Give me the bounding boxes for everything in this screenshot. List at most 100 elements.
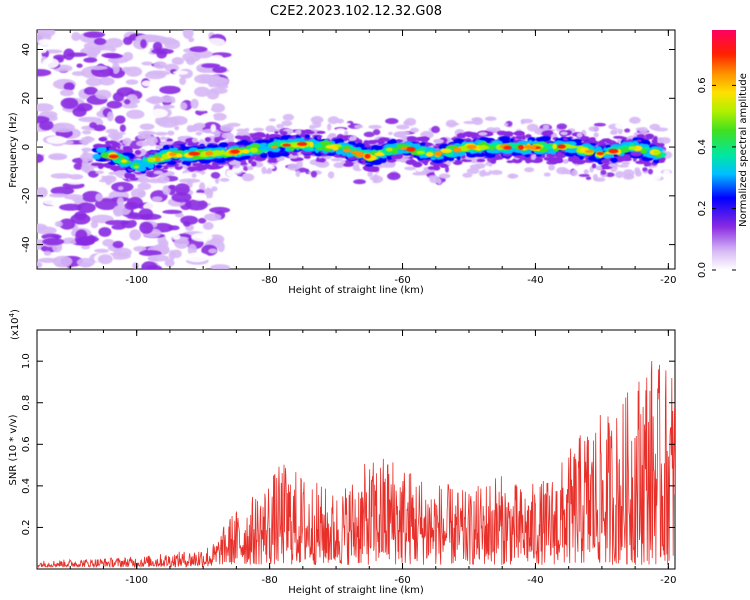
heatmap-cell <box>600 159 611 164</box>
heatmap-cell <box>364 153 371 159</box>
heatmap-cell <box>130 173 136 179</box>
heatmap-cell <box>208 135 215 144</box>
heatmap-cell <box>259 149 268 153</box>
heatmap-cell <box>202 221 214 230</box>
multiplier-close: ) <box>10 309 21 313</box>
heatmap-cell <box>39 46 48 54</box>
heatmap-cell <box>96 147 107 153</box>
x-tick-label: -20 <box>660 275 676 286</box>
y-tick-label: 1.0 <box>21 353 32 369</box>
heatmap-cell <box>564 148 571 153</box>
heatmap-cell <box>138 250 162 257</box>
heatmap-cell <box>51 122 75 133</box>
heatmap-cell <box>200 113 215 123</box>
heatmap-cell <box>207 182 222 190</box>
heatmap-cell <box>548 164 555 171</box>
heatmap-cell <box>543 172 551 177</box>
heatmap-cell <box>208 77 229 88</box>
heatmap-cell <box>185 160 191 166</box>
heatmap-cell <box>396 139 404 143</box>
colorbar-ticks: 0.0 0.2 0.4 0.6 <box>697 77 736 278</box>
heatmap-cell <box>319 141 331 146</box>
heatmap-cell <box>148 172 153 177</box>
heatmap-cell <box>217 241 225 253</box>
heatmap-cell <box>647 168 654 175</box>
heatmap-cell <box>185 252 209 263</box>
heatmap-cell <box>102 176 115 180</box>
heatmap-cell <box>319 158 326 163</box>
heatmap-cell <box>171 192 192 203</box>
heatmap-cell <box>566 145 578 149</box>
heatmap-cell <box>37 187 48 198</box>
heatmap-cell <box>179 77 187 86</box>
heatmap-cell <box>403 120 411 126</box>
heatmap-cell <box>502 128 515 133</box>
heatmap-cell <box>462 172 473 178</box>
heatmap-cell <box>526 123 539 132</box>
heatmap-cell <box>412 171 426 176</box>
heatmap-cell <box>205 37 226 47</box>
heatmap-cell <box>267 151 273 158</box>
heatmap-cell <box>418 137 430 141</box>
heatmap-cell <box>475 162 486 169</box>
snr-ylabel: SNR (10 * v/v) <box>8 414 19 485</box>
x-tick-label: -40 <box>527 575 543 586</box>
heatmap-cell <box>261 166 267 175</box>
heatmap-cell <box>610 129 618 134</box>
heatmap-cell <box>161 154 168 160</box>
heatmap-cell <box>608 148 619 154</box>
heatmap-cell <box>168 225 180 231</box>
heatmap-cell <box>120 159 128 163</box>
heatmap-cell <box>239 162 248 166</box>
heatmap-cell <box>250 161 257 167</box>
heatmap-cell <box>591 163 597 169</box>
y-tick-label: -40 <box>21 236 32 252</box>
heatmap-axes: -100 -80 -60 -40 -20 -40 -20 0 20 40 <box>21 30 677 286</box>
heatmap-cell <box>564 151 575 157</box>
heatmap-cell <box>303 130 315 135</box>
heatmap-cell <box>194 86 210 97</box>
heatmap-cell <box>629 143 635 147</box>
heatmap-cell <box>189 46 208 53</box>
heatmap-cell <box>141 80 153 87</box>
heatmap-cell <box>92 153 102 160</box>
heatmap-cell <box>254 162 264 168</box>
heatmap-cell <box>113 158 123 164</box>
heatmap-cell <box>117 186 124 191</box>
heatmap-cell <box>114 171 126 175</box>
heatmap-cell <box>560 132 568 136</box>
heatmap-cell <box>415 166 424 172</box>
heatmap-cell <box>588 126 600 132</box>
heatmap-cell <box>509 174 515 179</box>
heatmap-cell <box>592 173 599 181</box>
heatmap-cell <box>195 131 203 136</box>
heatmap-cell <box>240 155 251 160</box>
y-tick-label: 0.2 <box>21 519 32 535</box>
heatmap-cell <box>327 116 340 125</box>
heatmap-cell <box>148 95 163 105</box>
heatmap-cell <box>171 57 185 65</box>
colorbar-tick-label: 0.4 <box>697 139 708 155</box>
heatmap-cell <box>496 130 508 136</box>
heatmap-cell <box>557 144 566 149</box>
heatmap-cell <box>630 151 643 157</box>
heatmap-cell <box>366 179 373 184</box>
heatmap-cell <box>186 56 196 66</box>
colorbar-label: Normalized spectral amplitude <box>738 73 749 227</box>
heatmap-cell <box>634 167 641 175</box>
heatmap-cell <box>368 124 382 130</box>
heatmap-cell <box>133 165 140 169</box>
heatmap-cell <box>167 130 175 136</box>
heatmap-cell <box>297 142 308 147</box>
heatmap-cell <box>404 166 417 171</box>
heatmap-cell <box>151 196 163 202</box>
heatmap-cell <box>520 119 525 125</box>
heatmap-cell <box>344 130 349 137</box>
heatmap-cell <box>133 162 139 166</box>
heatmap-cell <box>191 137 198 143</box>
heatmap-cell <box>129 229 141 241</box>
heatmap-cell <box>391 150 399 154</box>
heatmap-cell <box>124 201 138 210</box>
heatmap-cell <box>534 163 540 171</box>
heatmap-cell <box>595 165 603 171</box>
